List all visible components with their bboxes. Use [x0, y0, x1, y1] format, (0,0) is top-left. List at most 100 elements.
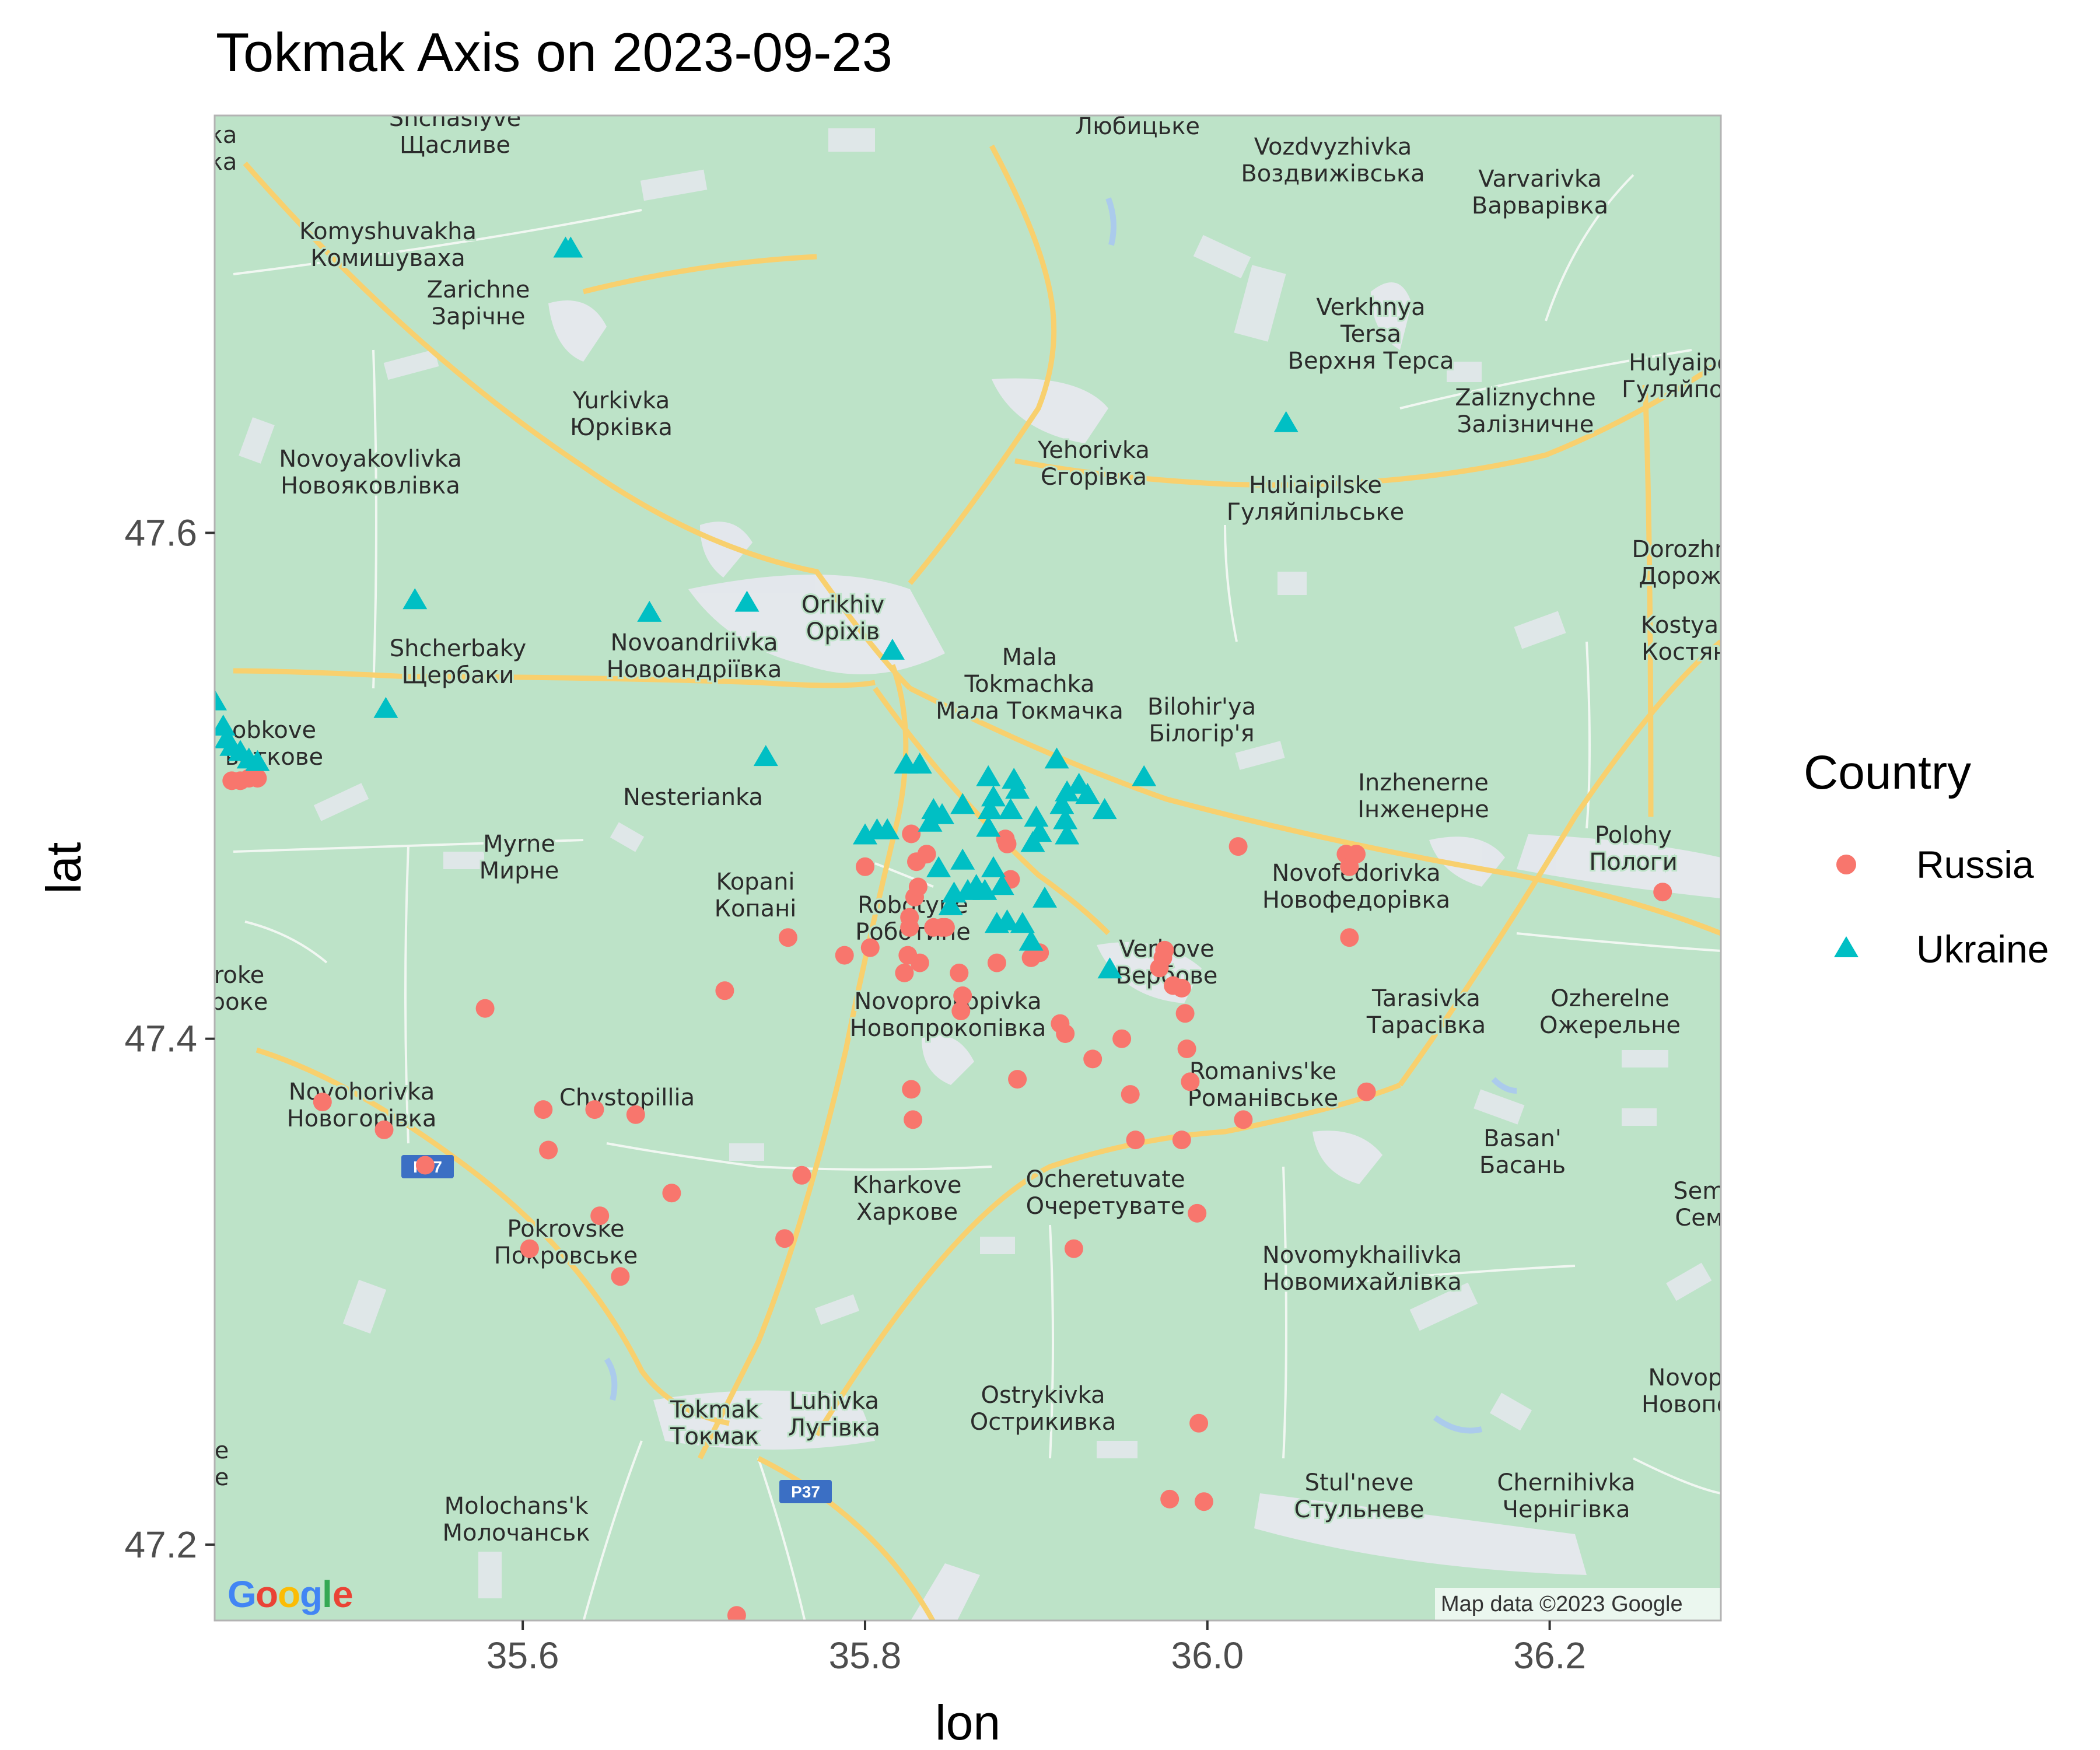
place-label-text: Воздвижівська [1241, 160, 1424, 187]
place-label-text: Vozdvyzhivka [1254, 134, 1412, 160]
place-label-text: Novomykhailivka [1262, 1242, 1462, 1269]
place-label-text: Romanivs'ke [1189, 1058, 1336, 1085]
ukraine-point [637, 600, 662, 622]
place-label-text: Гуляйпільське [1227, 499, 1404, 526]
place-label: ee [215, 1436, 230, 1493]
place-label-text: Kopani [716, 869, 794, 895]
place-label-text: Novoandriivka [610, 629, 778, 656]
russia-point [860, 938, 880, 957]
place-label-text: Varvarivka [1478, 166, 1602, 192]
place-label-text: Новопрокопівка [850, 1015, 1046, 1042]
svg-text:G: G [228, 1573, 257, 1615]
ukraine-point [995, 909, 1020, 930]
russia-point [1172, 1130, 1191, 1150]
russia-point [1194, 1492, 1213, 1511]
panel-border [214, 114, 1722, 1622]
russia-point [715, 981, 734, 1000]
place-label-text: Новополт [1642, 1391, 1759, 1418]
series-russia [222, 769, 1672, 1620]
legend-label-ukraine: Ukraine [1916, 928, 2049, 971]
place-label-text: Inzhenerne [1358, 769, 1489, 796]
russia-point [936, 918, 955, 937]
russia-point [475, 999, 495, 1018]
place-label-text: Zaliznychne [1455, 384, 1595, 411]
russia-point [1126, 1130, 1145, 1150]
place-label-text: Novohorivka [289, 1079, 435, 1105]
place-label-text: Залізничне [1457, 411, 1594, 438]
x-axis-title: lon [935, 1695, 1000, 1750]
place-label-text: Стульневе [1294, 1496, 1424, 1523]
russia-point [987, 953, 1006, 972]
place-label-text: Ocheretuvate [1026, 1166, 1185, 1193]
place-label-text: Luhivka [789, 1388, 879, 1415]
place-label-text: Basan' [1483, 1125, 1562, 1152]
place-label-text: Shchaslyve [389, 105, 522, 132]
major-roads [233, 144, 1721, 1620]
legend-entry-ukraine: Ukraine [1834, 928, 2049, 971]
ukraine-point [402, 588, 428, 610]
place-label-text: e [215, 1464, 229, 1491]
place-label-text: Ostrykivka [981, 1382, 1105, 1409]
ukraine-point [1044, 747, 1069, 769]
place-label-text: Novoyakovlivka [279, 446, 461, 473]
russia-point [1340, 928, 1359, 947]
russia-point [1234, 1110, 1253, 1129]
ukraine-point [880, 638, 905, 660]
place-label: Любицьке [1073, 116, 1202, 142]
russia-point [775, 1229, 794, 1248]
ukraine-point [1019, 929, 1044, 951]
place-label-text: Семе [1675, 1205, 1737, 1231]
field-patches [239, 128, 1712, 1598]
svg-text:g: g [300, 1573, 323, 1615]
svg-text:e: e [332, 1573, 354, 1615]
urban-areas [548, 282, 1721, 1620]
russia-point [1347, 845, 1366, 864]
place-label-text: Романівське [1188, 1085, 1338, 1112]
place-label-text: Дорожня [1639, 563, 1751, 590]
ukraine-point [938, 894, 963, 915]
place-label-text: Копані [715, 895, 797, 922]
svg-text:o: o [278, 1573, 300, 1615]
place-label-text: Chystopillia [559, 1084, 695, 1111]
place-label-text: Yehorivka [1037, 437, 1150, 464]
place-label-text: Tokmak [670, 1396, 760, 1423]
place-label-text: Новогорівка [287, 1105, 437, 1132]
place-label-text: Варварівка [1472, 192, 1608, 219]
legend: Country Russia Ukraine [1804, 746, 2049, 971]
russia-point [792, 1166, 811, 1185]
legend-title: Country [1804, 746, 1971, 799]
russia-point [1121, 1085, 1140, 1104]
ukraine-point [215, 689, 227, 710]
russia-point [1172, 979, 1191, 998]
ukraine-point [1055, 780, 1080, 802]
ukraine-point [976, 816, 1001, 837]
ukraine-point [753, 745, 778, 766]
russia-point [778, 928, 797, 947]
series-ukraine [215, 236, 1298, 979]
legend-label-russia: Russia [1916, 843, 2034, 886]
place-label-text: Басань [1479, 1152, 1566, 1179]
russia-point [1653, 883, 1672, 902]
ukraine-point [1053, 808, 1078, 830]
russia-point [1181, 1072, 1200, 1091]
place-label-text: Ozherelne [1550, 985, 1670, 1012]
